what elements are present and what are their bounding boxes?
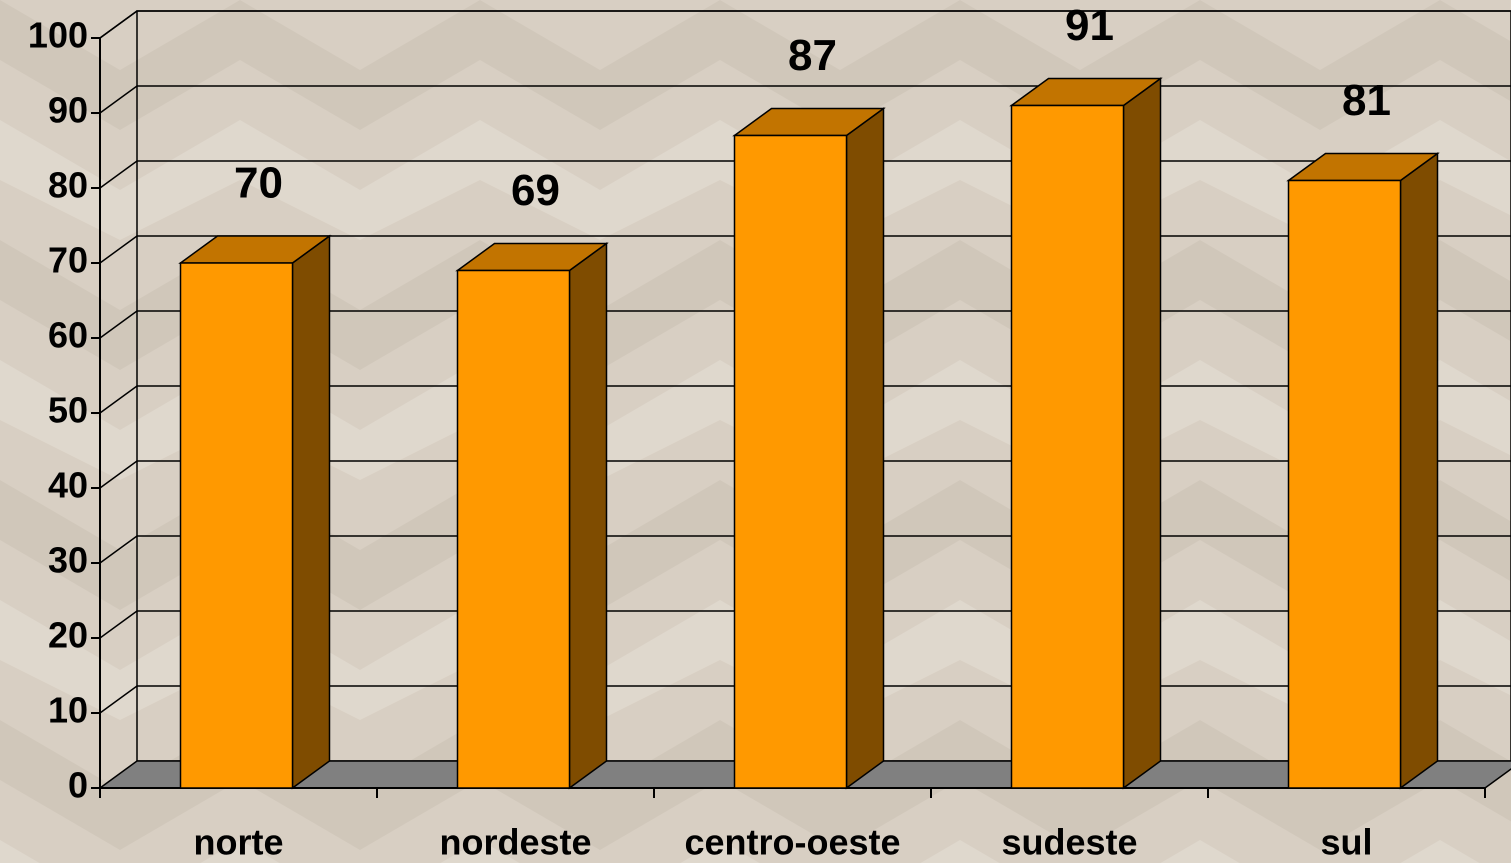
y-tick-label: 70	[48, 240, 88, 281]
bar	[1287, 179, 1402, 789]
bar-side	[291, 234, 331, 790]
y-tick-label: 60	[48, 315, 88, 356]
value-label: 87	[788, 31, 837, 80]
x-tick-label: norte	[194, 822, 284, 863]
x-tick-label: nordeste	[439, 822, 591, 863]
y-tick-label: 80	[48, 165, 88, 206]
left-wall-top	[99, 10, 138, 39]
y-tick-label: 10	[48, 690, 88, 731]
x-tick-label: sul	[1320, 822, 1372, 863]
y-tick-label: 50	[48, 390, 88, 431]
bar	[1010, 104, 1125, 789]
bar	[733, 134, 848, 789]
value-label: 70	[234, 159, 283, 208]
y-tick-label: 30	[48, 540, 88, 581]
y-tick-label: 100	[28, 15, 88, 56]
bar-side	[568, 242, 608, 790]
y-tick-label: 40	[48, 465, 88, 506]
bar	[179, 262, 294, 789]
value-label: 91	[1065, 1, 1114, 50]
bar-side	[1122, 77, 1162, 790]
y-tick-label: 0	[68, 765, 88, 806]
bar-side	[845, 107, 885, 790]
x-tick-label: sudeste	[1001, 822, 1137, 863]
bar	[456, 269, 571, 789]
y-tick-label: 20	[48, 615, 88, 656]
value-label: 81	[1342, 76, 1391, 125]
bar-side	[1399, 152, 1439, 790]
x-tick-label: centro-oeste	[684, 822, 900, 863]
y-tick-label: 90	[48, 90, 88, 131]
value-label: 69	[511, 166, 560, 215]
